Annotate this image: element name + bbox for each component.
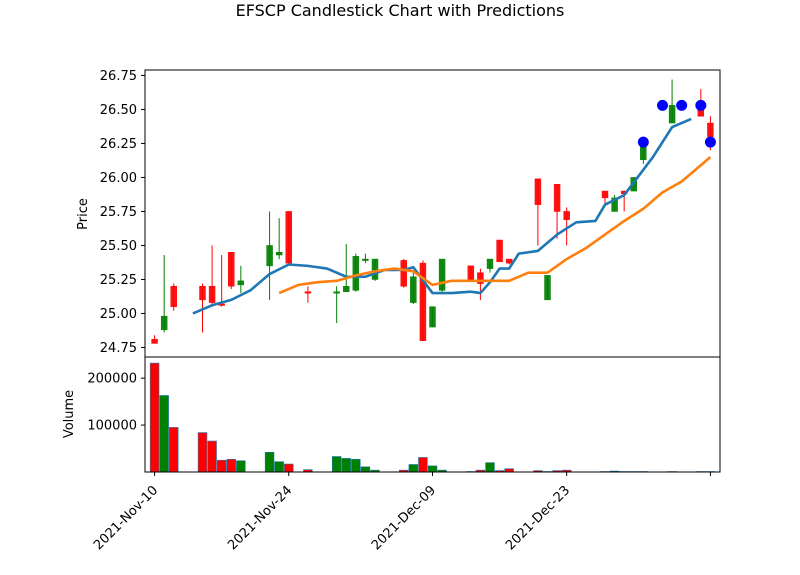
price-y-tick-label: 26.50 xyxy=(100,103,137,118)
x-axis: 2021-Nov-10 2021-Nov-24 2021-Dec-09 2021-De… xyxy=(91,472,711,553)
candle-body xyxy=(266,245,273,267)
prediction-dot xyxy=(637,136,649,148)
ma-long-line xyxy=(278,156,712,295)
candle-body xyxy=(275,252,283,256)
prediction-dot xyxy=(676,99,688,111)
prediction-markers xyxy=(637,99,716,148)
volume-bar xyxy=(264,451,275,473)
candle-body xyxy=(419,262,427,341)
candle-body xyxy=(352,256,360,291)
candle-body xyxy=(160,315,168,331)
volume-bar xyxy=(351,459,361,473)
volume-y-axis: 100000 200000 xyxy=(87,372,145,434)
volume-axis-label: Volume xyxy=(62,390,77,438)
price-y-tick-label: 25.75 xyxy=(100,205,137,220)
candle-body xyxy=(343,286,350,292)
price-y-axis: 24.75 25.00 25.25 25.50 25.75 26.00 26.25 26.50… xyxy=(100,69,145,356)
candle-body xyxy=(563,211,570,220)
volume-bar xyxy=(274,461,284,473)
volume-bar xyxy=(207,440,217,473)
volume-bar xyxy=(216,459,227,473)
candle-body xyxy=(333,291,340,294)
prediction-dot xyxy=(695,99,707,111)
volume-bar xyxy=(408,464,419,473)
candle-body xyxy=(371,258,379,280)
candle-body xyxy=(477,272,484,284)
candle-body xyxy=(208,286,216,303)
candle-body xyxy=(601,190,609,199)
price-y-tick-label: 25.00 xyxy=(100,307,137,322)
x-tick-label: 2021-Nov-24 xyxy=(225,483,295,553)
x-tick-label: 2021-Dec-23 xyxy=(503,483,573,553)
volume-bar xyxy=(284,463,294,473)
ma-short-line xyxy=(192,117,692,315)
volume-bar xyxy=(236,460,246,473)
price-y-tick-label: 24.75 xyxy=(100,341,137,356)
candle-body xyxy=(534,178,542,205)
price-y-tick-label: 26.25 xyxy=(100,137,137,152)
price-y-tick-label: 25.50 xyxy=(100,239,137,254)
candle-body xyxy=(362,258,369,261)
volume-bar xyxy=(418,457,428,473)
volume-bar xyxy=(169,427,179,473)
volume-bar xyxy=(485,462,495,473)
candle-body xyxy=(544,275,551,301)
candle-body xyxy=(486,258,494,269)
volume-bar xyxy=(331,456,342,473)
candle-body xyxy=(285,211,292,264)
candle-body xyxy=(199,286,206,301)
volume-y-tick-label: 100000 xyxy=(87,419,137,434)
candle-body xyxy=(611,197,618,212)
volume-bar xyxy=(159,395,169,473)
candle-body xyxy=(505,258,513,264)
candle-body xyxy=(707,122,714,137)
chart-title: EFSCP Candlestick Chart with Predictions xyxy=(236,1,565,20)
volume-bar xyxy=(427,465,438,473)
prediction-dot xyxy=(657,99,668,111)
volume-bar xyxy=(197,432,208,473)
candle-body xyxy=(228,252,235,287)
candle-body xyxy=(400,260,407,287)
candle-body xyxy=(668,105,676,124)
moving-average-lines xyxy=(192,117,712,315)
candle-body xyxy=(553,184,561,212)
candle-body xyxy=(467,265,475,280)
candle-body xyxy=(170,286,177,307)
volume-bar xyxy=(226,459,236,473)
candles xyxy=(151,79,714,344)
volume-bar xyxy=(341,458,351,473)
volume-panel-background xyxy=(145,357,720,472)
candle-body xyxy=(496,239,503,263)
price-axis-label: Price xyxy=(76,198,91,230)
price-y-tick-label: 26.00 xyxy=(100,171,137,186)
price-y-tick-label: 25.25 xyxy=(100,273,137,288)
x-tick-label: 2021-Nov-10 xyxy=(91,483,161,553)
candle-body xyxy=(429,306,436,328)
candle-body xyxy=(151,339,158,344)
candle-body xyxy=(410,276,417,303)
volume-panel-frame xyxy=(144,356,721,473)
candle-body xyxy=(438,258,446,291)
volume-y-tick-label: 200000 xyxy=(87,372,137,387)
candle-body xyxy=(304,291,312,294)
volume-bar xyxy=(149,362,160,473)
x-tick-label: 2021-Dec-09 xyxy=(369,483,439,553)
price-y-tick-label: 26.75 xyxy=(100,69,137,84)
volume-bar xyxy=(360,466,371,473)
prediction-dot xyxy=(704,136,716,148)
candle-body xyxy=(237,280,245,286)
